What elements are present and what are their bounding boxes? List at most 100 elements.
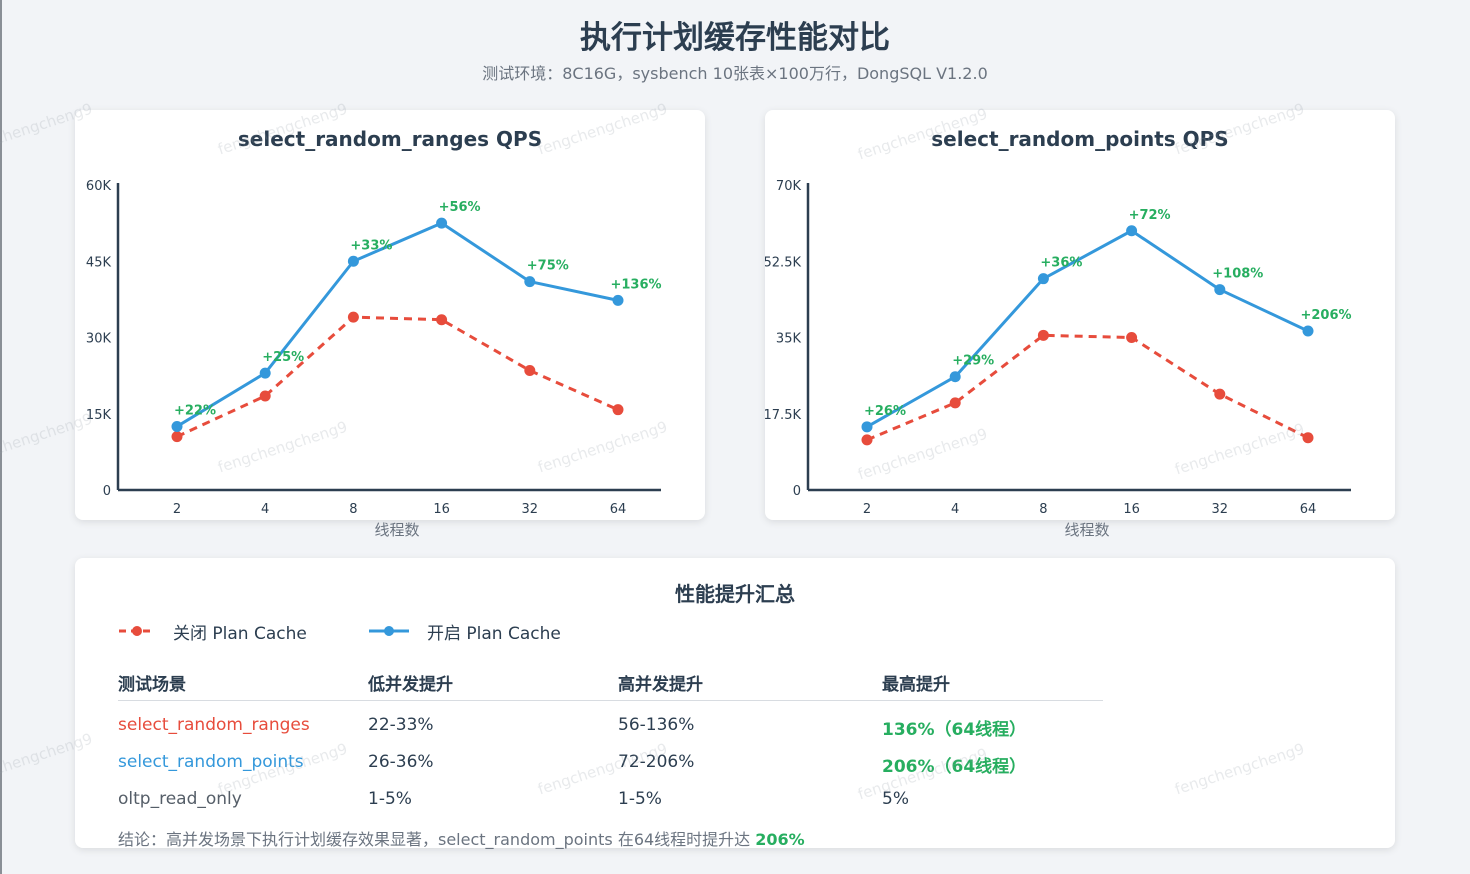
data-point-on	[436, 217, 448, 229]
x-tick-label: 4	[951, 502, 959, 517]
gain-label: +108%	[1212, 267, 1263, 282]
legend-label-off: 关闭 Plan Cache	[173, 623, 307, 644]
x-tick-label: 16	[1123, 502, 1140, 517]
y-tick-label: 45K	[86, 255, 112, 270]
x-tick-label: 8	[349, 502, 357, 517]
data-point-on	[524, 276, 536, 288]
x-tick-label: 32	[522, 502, 539, 517]
x-tick-label: 8	[1039, 502, 1047, 517]
gain-label: +36%	[1040, 256, 1082, 271]
gain-label: +206%	[1300, 308, 1351, 323]
data-point-off	[524, 365, 536, 377]
chart-points-svg: select_random_points QPS 0 17.5K 35K 52.5K 70…	[765, 127, 1352, 539]
y-tick-label: 0	[103, 484, 111, 499]
gain-label: +29%	[952, 354, 994, 369]
gain-label: +136%	[610, 277, 661, 292]
solid-line-marker-icon	[369, 626, 409, 636]
gain-label: +25%	[262, 350, 304, 365]
data-point-on	[171, 420, 183, 432]
y-tick-label: 17.5K	[765, 408, 801, 423]
data-point-off	[171, 431, 183, 443]
y-tick-label: 30K	[86, 332, 112, 347]
conclusion-body: 结论：高并发场景下执行计划缓存效果显著，select_random_points…	[118, 830, 756, 849]
max-cell: 136%（64线程）	[882, 720, 1027, 740]
max-cell: 206%（64线程）	[882, 757, 1027, 777]
data-point-on	[949, 371, 961, 383]
data-point-on	[1214, 284, 1226, 296]
column-header-high: 高并发提升	[618, 675, 703, 695]
high-cell: 72-206%	[618, 752, 695, 772]
legend-label-on: 开启 Plan Cache	[427, 623, 561, 644]
table-row: oltp_read_only 1-5% 1-5% 5%	[118, 775, 1103, 812]
low-cell: 22-33%	[368, 715, 434, 735]
dashed-line-marker-icon	[119, 626, 155, 636]
data-point-on	[347, 255, 359, 267]
page-title: 执行计划缓存性能对比	[580, 20, 890, 56]
summary-title: 性能提升汇总	[675, 582, 795, 606]
x-axis-label: 线程数	[374, 521, 419, 539]
gain-label: +56%	[439, 200, 481, 215]
legend-item-off: 关闭 Plan Cache	[117, 620, 307, 644]
data-point-on	[861, 421, 873, 433]
gain-label: +72%	[1129, 208, 1171, 223]
data-point-on	[1126, 225, 1138, 237]
data-point-off	[1302, 432, 1314, 444]
series-line-off	[176, 315, 619, 438]
x-tick-label: 64	[610, 502, 627, 517]
conclusion-value: 206%	[755, 830, 805, 849]
high-cell: 1-5%	[618, 789, 662, 809]
data-point-off	[612, 404, 624, 416]
y-tick-label: 52.5K	[765, 255, 801, 270]
series-line-on	[866, 229, 1309, 429]
max-cell: 5%	[882, 789, 909, 809]
data-point-off	[1214, 388, 1226, 400]
data-point-on	[612, 294, 624, 306]
data-point-on	[1302, 325, 1314, 337]
conclusion-text: 结论：高并发场景下执行计划缓存效果显著，select_random_points…	[118, 826, 805, 850]
data-point-on	[259, 367, 271, 379]
y-tick-label: 60K	[86, 179, 112, 194]
x-tick-label: 16	[433, 502, 450, 517]
data-point-off	[436, 314, 448, 326]
high-cell: 56-136%	[618, 715, 695, 735]
low-cell: 1-5%	[368, 789, 412, 809]
data-point-off	[1126, 332, 1138, 343]
column-header-scene: 测试场景	[118, 675, 186, 695]
gain-label: +26%	[864, 404, 906, 419]
y-tick-label: 70K	[776, 179, 802, 194]
series-line-on	[176, 221, 619, 428]
data-point-on	[1037, 273, 1049, 285]
x-axis-label: 线程数	[1064, 521, 1109, 539]
chart-card-ranges: select_random_ranges QPS 0 15K 30K 45K 60K 2 4 8…	[75, 110, 705, 539]
scene-cell: select_random_ranges	[118, 715, 310, 735]
data-point-off	[949, 397, 961, 409]
summary-card: 性能提升汇总 关闭 Plan Cache 开启 Plan Cache 测试场景 …	[75, 558, 1395, 850]
data-point-off	[347, 311, 359, 323]
scene-cell: select_random_points	[118, 752, 304, 772]
data-point-off	[861, 434, 873, 446]
y-tick-label: 35K	[776, 332, 802, 347]
x-tick-label: 64	[1300, 502, 1317, 517]
y-tick-label: 0	[793, 484, 801, 499]
low-cell: 26-36%	[368, 752, 434, 772]
data-point-off	[259, 390, 271, 402]
data-point-off	[1037, 329, 1049, 341]
column-header-low: 低并发提升	[368, 675, 453, 695]
x-tick-label: 2	[863, 502, 871, 517]
column-header-max: 最高提升	[882, 675, 950, 695]
summary-table: 测试场景 低并发提升 高并发提升 最高提升 select_random_rang…	[118, 670, 1103, 812]
legend-item-on: 开启 Plan Cache	[367, 620, 561, 644]
scene-cell: oltp_read_only	[118, 789, 242, 809]
chart-card-points: select_random_points QPS 0 17.5K 35K 52.5K 70…	[765, 110, 1395, 539]
y-tick-label: 15K	[86, 408, 112, 423]
x-tick-label: 2	[173, 502, 181, 517]
gain-label: +33%	[350, 238, 392, 253]
table-row: select_random_points 26-36% 72-206% 206%…	[118, 738, 1103, 777]
gain-label: +75%	[527, 259, 569, 274]
table-header: 测试场景 低并发提升 高并发提升 最高提升	[118, 670, 1103, 701]
chart-ranges-svg: select_random_ranges QPS 0 15K 30K 45K 60K 2 4 8…	[86, 127, 662, 539]
chart-title: select_random_points QPS	[931, 127, 1228, 151]
page-subtitle: 测试环境：8C16G，sysbench 10张表×100万行，DongSQL V…	[482, 64, 988, 83]
gain-label: +22%	[174, 403, 216, 418]
x-tick-label: 32	[1212, 502, 1229, 517]
